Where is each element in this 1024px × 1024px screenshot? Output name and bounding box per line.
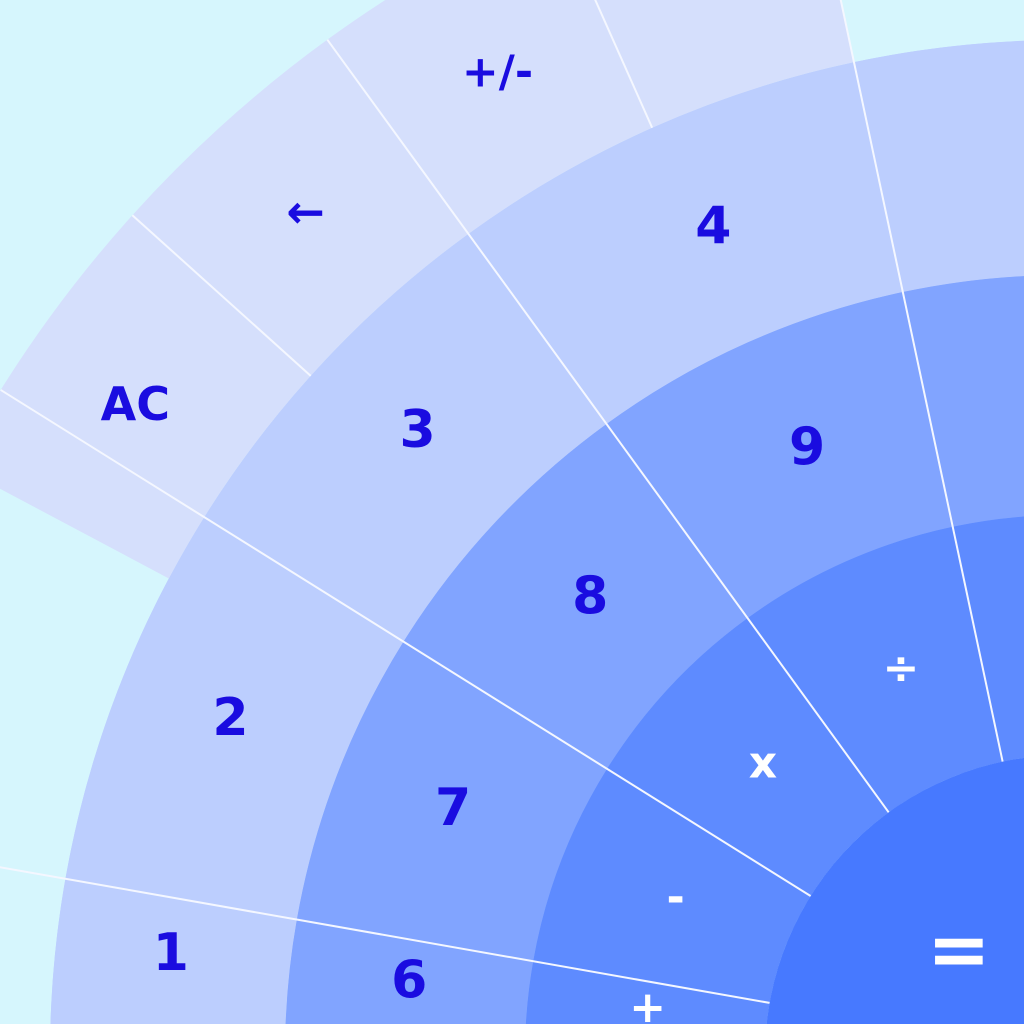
digit-key-9-label: 9 [789, 418, 825, 478]
digit-key-6-label: 6 [391, 950, 427, 1010]
key-dividers [0, 0, 1004, 1004]
digit-key-8-label: 8 [572, 567, 608, 627]
digit-key-4[interactable] [468, 62, 903, 424]
key-labels: 1234567890+-x÷.AC←+/-%= [101, 0, 991, 1024]
digit-key-1-label: 1 [153, 923, 189, 983]
function-key-plus-minus-label: +/- [462, 47, 533, 98]
function-key-plus-minus[interactable] [327, 0, 653, 234]
operator-key-decimal[interactable] [952, 515, 1024, 765]
operator-key-divide-label: ÷ [882, 643, 919, 694]
digit-key-6[interactable] [285, 919, 534, 1024]
digit-key-3-label: 3 [400, 400, 436, 460]
digit-key-9[interactable] [606, 292, 953, 619]
key-divider-line [326, 39, 890, 813]
operator-key-subtract[interactable] [533, 768, 811, 1003]
digit-key-2-label: 2 [212, 688, 248, 748]
operator-key-subtract-label: - [666, 872, 684, 923]
function-key-ac-label: AC [101, 377, 170, 431]
digit-key-4-label: 4 [695, 197, 731, 257]
key-divider-line [0, 866, 770, 1004]
operator-key-multiply-label: x [749, 738, 777, 789]
digit-key-1[interactable] [50, 878, 297, 1024]
key-divider-line [0, 389, 812, 897]
digit-key-8[interactable] [403, 423, 748, 769]
operator-key-multiply[interactable] [607, 618, 889, 897]
equals-key[interactable] [765, 755, 1024, 1024]
function-key-backspace-label: ← [286, 185, 325, 239]
digit-key-5[interactable] [853, 40, 1024, 302]
key-divider-line [839, 0, 1004, 762]
digit-key-7-label: 7 [435, 778, 471, 838]
digit-key-3[interactable] [204, 233, 607, 642]
function-key-percent-label: % [691, 0, 737, 3]
function-key-backspace[interactable] [132, 39, 469, 376]
equals-key-label: = [927, 904, 991, 993]
digit-key-2[interactable] [65, 517, 404, 920]
operator-key-add[interactable] [525, 961, 770, 1024]
operator-key-add-label: + [629, 982, 666, 1024]
digit-key-0[interactable] [902, 275, 1024, 533]
function-divider-line [131, 214, 312, 377]
function-key-percent[interactable] [555, 0, 854, 128]
function-divider-line [594, 0, 654, 129]
operator-key-divide[interactable] [747, 526, 1003, 813]
